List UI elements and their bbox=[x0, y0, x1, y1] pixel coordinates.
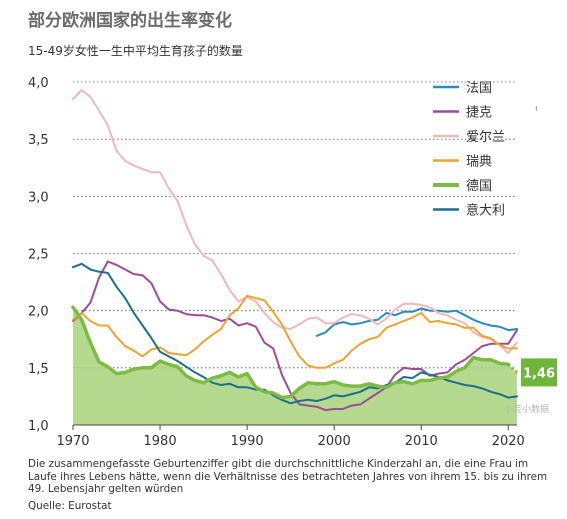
legend-label: 意大利 bbox=[466, 203, 505, 219]
x-tick-label: 1980 bbox=[144, 434, 177, 449]
source-note: Quelle: Eurostat bbox=[28, 500, 112, 512]
y-tick-label: 1,0 bbox=[28, 419, 49, 434]
y-tick-label: 4,0 bbox=[28, 76, 49, 91]
series-line-爱尔兰 bbox=[72, 89, 518, 354]
end-label-box bbox=[521, 358, 557, 387]
legend-label: 爱尔兰 bbox=[466, 130, 505, 145]
x-tick-label: 2020 bbox=[492, 434, 525, 449]
x-tick-label: 1990 bbox=[231, 434, 264, 449]
x-tick-label: 1970 bbox=[56, 434, 89, 449]
page-title: 部分欧洲国家的出生率变化 bbox=[28, 11, 232, 31]
legend-label: 捷克 bbox=[466, 106, 492, 121]
x-tick-label: 2010 bbox=[405, 434, 438, 449]
legend-label: 瑞典 bbox=[466, 155, 492, 170]
y-tick-label: 3,0 bbox=[28, 190, 49, 205]
end-label-text: 1,46 bbox=[523, 366, 555, 381]
stray-mark: ı bbox=[535, 104, 538, 114]
axes: 1,0 1,5 2,0 2,5 3,0 3,5 4,0 1970 1980 1990 2000 201… bbox=[28, 76, 525, 449]
chart-subtitle: 15-49岁女性一生中平均生育孩子的数量 bbox=[28, 44, 243, 58]
germany-area-fill bbox=[73, 307, 517, 425]
germany-area bbox=[73, 307, 517, 425]
series-line-projection bbox=[507, 363, 519, 374]
series-lines bbox=[71, 89, 519, 412]
footnote: Die zusammengefasste Geburtenziffer gibt… bbox=[28, 458, 548, 495]
series-line-瑞典 bbox=[72, 294, 518, 369]
series-line-法国 bbox=[315, 307, 518, 337]
series-line-德国 bbox=[71, 305, 511, 400]
y-tick-label: 2,0 bbox=[28, 305, 49, 320]
grid-lines bbox=[73, 81, 517, 369]
watermark: 小芸小数据 bbox=[504, 405, 550, 415]
x-tick-label: 2000 bbox=[318, 434, 351, 449]
y-tick-label: 2,5 bbox=[28, 248, 49, 263]
series-line-捷克 bbox=[72, 260, 518, 412]
end-value-label: 1,46 bbox=[521, 358, 557, 387]
y-tick-label: 3,5 bbox=[28, 133, 49, 148]
legend-label: 德国 bbox=[466, 179, 492, 194]
legend-label: 法国 bbox=[466, 81, 492, 96]
y-tick-label: 1,5 bbox=[28, 362, 49, 377]
